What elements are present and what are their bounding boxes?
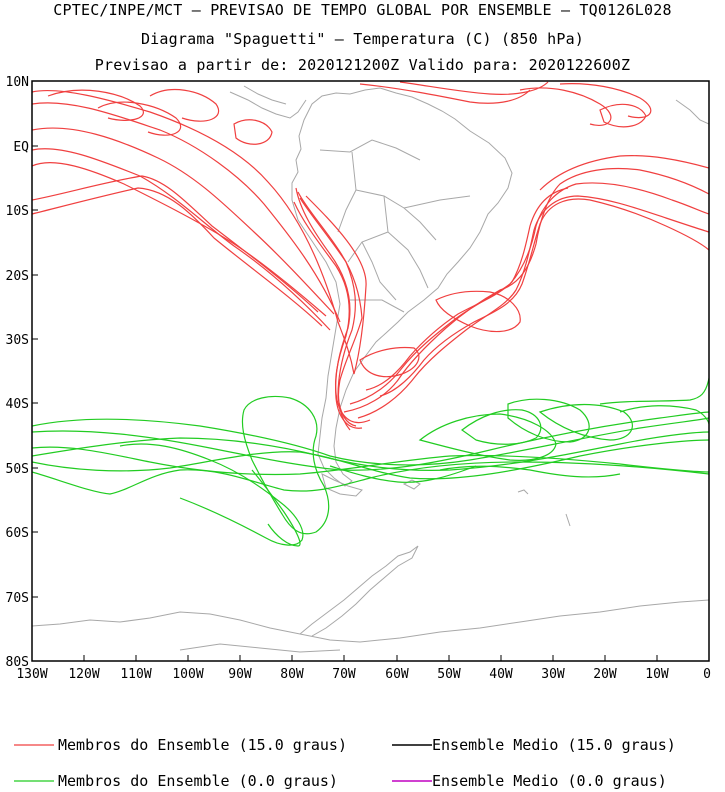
legend-swatches xyxy=(14,744,432,782)
x-tick-label: 50W xyxy=(437,667,461,682)
member-0-line xyxy=(32,461,709,495)
member-15-line xyxy=(149,89,220,122)
member-15-line xyxy=(365,187,569,391)
member-0-line xyxy=(538,403,633,441)
member-0-line xyxy=(119,443,304,546)
member-0-line xyxy=(460,409,542,445)
y-tick-label: 70S xyxy=(6,591,29,606)
chart-subtitle: Diagrama "Spaguetti" — Temperatura (C) (… xyxy=(140,30,585,48)
member-0-line xyxy=(329,465,477,483)
member-15-line xyxy=(293,201,371,424)
x-tick-label: 60W xyxy=(385,667,409,682)
y-tick-label: 20S xyxy=(6,269,29,284)
x-tick-label: 0 xyxy=(703,667,711,682)
member-0-line xyxy=(241,395,330,535)
member-15-line xyxy=(299,197,357,427)
member-15-line xyxy=(233,119,273,145)
antarctica-coast xyxy=(32,599,709,643)
member-15-line xyxy=(32,175,319,313)
x-tick-label: 120W xyxy=(68,667,99,682)
x-tick-label: 80W xyxy=(280,667,304,682)
member-15-line xyxy=(379,198,709,397)
member-0-line xyxy=(32,446,709,476)
legend-members-0: Membros do Ensemble (0.0 graus) xyxy=(58,772,338,790)
y-tick-label: 60S xyxy=(6,526,29,541)
legend-mean-15: Ensemble Medio (15.0 graus) xyxy=(432,736,676,754)
y-tick-label: 10N xyxy=(6,75,29,90)
member-15-line xyxy=(359,346,420,378)
members-15-lines xyxy=(32,81,709,431)
legend-members-15: Membros do Ensemble (15.0 graus) xyxy=(58,736,347,754)
y-tick-label: 30S xyxy=(6,333,29,348)
member-15-line xyxy=(357,195,709,419)
member-0-line xyxy=(507,398,590,443)
member-0-line xyxy=(599,377,709,405)
y-axis-labels: 10N EQ 10S 20S 30S 40S 50S 60S 70S 80S xyxy=(6,75,30,670)
y-tick-label: EQ xyxy=(13,140,29,155)
antarctic-peninsula xyxy=(299,545,419,637)
country-borders xyxy=(319,139,471,313)
member-0-line xyxy=(418,413,557,461)
member-0-line xyxy=(439,465,621,478)
member-0-line xyxy=(619,405,709,425)
member-15-line xyxy=(559,83,652,119)
member-15-line xyxy=(359,83,531,104)
member-0-line xyxy=(32,431,709,471)
members-0-lines xyxy=(32,377,709,547)
central-america-coast xyxy=(229,85,307,119)
member-0-line xyxy=(251,469,301,547)
south-sandwich xyxy=(565,513,571,527)
legend-mean-0: Ensemble Medio (0.0 graus) xyxy=(432,772,667,790)
member-15-line xyxy=(32,148,331,331)
member-0-line xyxy=(32,417,709,466)
member-15-line xyxy=(32,187,323,327)
chart-title: CPTEC/INPE/MCT — PREVISAO DE TEMPO GLOBA… xyxy=(53,1,672,19)
x-axis-ticks xyxy=(31,655,710,661)
antarctica-inner xyxy=(179,643,341,653)
member-15-line xyxy=(47,89,144,121)
member-15-line xyxy=(435,290,521,333)
member-15-line xyxy=(32,127,335,315)
y-tick-label: 10S xyxy=(6,204,29,219)
falklands xyxy=(402,479,421,490)
tierra-del-fuego xyxy=(321,473,363,497)
member-15-line xyxy=(32,162,327,317)
member-15-line xyxy=(32,89,367,375)
y-tick-label: 80S xyxy=(6,655,29,670)
x-tick-label: 10W xyxy=(645,667,669,682)
member-15-line xyxy=(539,155,709,191)
x-tick-label: 30W xyxy=(541,667,565,682)
land-outlines xyxy=(32,85,709,653)
member-15-line xyxy=(97,101,182,136)
plot-area xyxy=(32,81,709,661)
y-tick-label: 50S xyxy=(6,462,29,477)
x-tick-label: 110W xyxy=(120,667,151,682)
x-tick-label: 130W xyxy=(16,667,47,682)
x-tick-label: 20W xyxy=(593,667,617,682)
member-0-line xyxy=(32,439,709,480)
south-georgia xyxy=(517,489,529,495)
africa-coast xyxy=(675,99,709,125)
member-15-line xyxy=(349,182,709,405)
x-axis-labels: 130W 120W 110W 100W 90W 80W 70W 60W 50W … xyxy=(16,667,711,682)
x-tick-label: 40W xyxy=(489,667,513,682)
member-15-line xyxy=(519,87,612,126)
y-tick-label: 40S xyxy=(6,397,29,412)
x-tick-label: 90W xyxy=(228,667,252,682)
member-15-line xyxy=(399,81,549,95)
forecast-dates: Previsao a partir de: 2020121200Z Valido… xyxy=(94,56,631,74)
y-axis-ticks xyxy=(32,80,38,662)
member-15-line xyxy=(32,102,341,323)
south-america-coast xyxy=(291,87,513,487)
x-tick-label: 70W xyxy=(332,667,356,682)
plot-frame xyxy=(31,80,710,662)
x-tick-label: 100W xyxy=(172,667,203,682)
